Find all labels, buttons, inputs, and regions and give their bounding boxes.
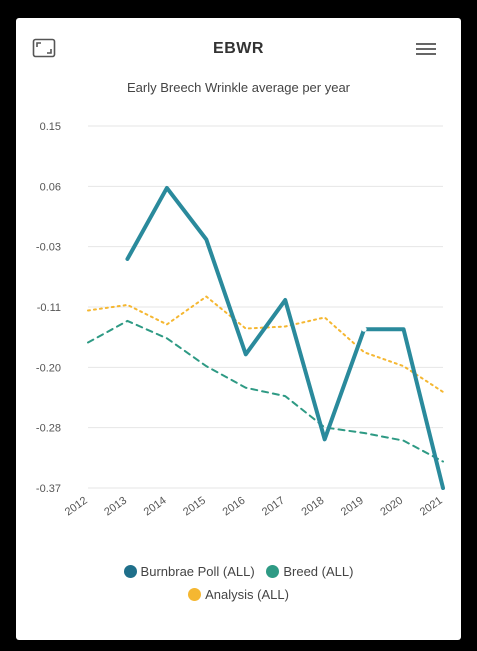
legend-dot (123, 565, 137, 578)
x-tick-label: 2016 (221, 495, 248, 519)
y-tick-label: -0.28 (36, 423, 61, 435)
legend-label: Burnbrae Poll (ALL) (140, 564, 255, 579)
series-line-3 (87, 295, 444, 393)
legend-item-analysis[interactable]: Analysis (ALL) (188, 583, 289, 606)
y-tick-label: 0.06 (40, 181, 61, 193)
x-tick-label: 2015 (181, 495, 208, 519)
legend-dot (266, 565, 280, 578)
legend-dot (188, 588, 202, 601)
hamburger-menu-icon[interactable] (415, 40, 437, 58)
expand-icon[interactable] (32, 38, 56, 58)
chart-card: EBWR Early Breech Wrinkle average per ye… (16, 18, 461, 640)
data-point-marker (361, 326, 367, 332)
y-tick-label: -0.20 (36, 362, 61, 374)
x-tick-label: 2019 (339, 495, 366, 519)
x-tick-label: 2018 (299, 495, 326, 519)
x-tick-label: 2012 (63, 495, 90, 519)
series-line-1 (125, 185, 445, 490)
x-tick-label: 2021 (418, 495, 445, 519)
legend-label: Breed (ALL) (283, 564, 354, 579)
y-tick-label: -0.03 (36, 242, 61, 254)
card-title: EBWR (213, 40, 264, 57)
y-tick-label: 0.15 (40, 121, 61, 133)
chart-title: Early Breech Wrinkle average per year (126, 80, 351, 95)
y-tick-label: -0.37 (36, 483, 61, 495)
legend-label: Analysis (ALL) (205, 587, 289, 602)
legend-item-burnbrae[interactable]: Burnbrae Poll (ALL) (123, 560, 255, 583)
chart-legend: Burnbrae Poll (ALL) Breed (ALL) Analysis… (16, 560, 461, 606)
x-tick-label: 2020 (378, 495, 405, 519)
legend-item-breed[interactable]: Breed (ALL) (266, 560, 353, 583)
x-tick-label: 2014 (142, 495, 169, 519)
x-tick-label: 2013 (102, 495, 129, 519)
y-tick-label: -0.11 (37, 302, 61, 314)
x-tick-label: 2017 (260, 495, 287, 519)
series-line-2 (87, 319, 444, 463)
